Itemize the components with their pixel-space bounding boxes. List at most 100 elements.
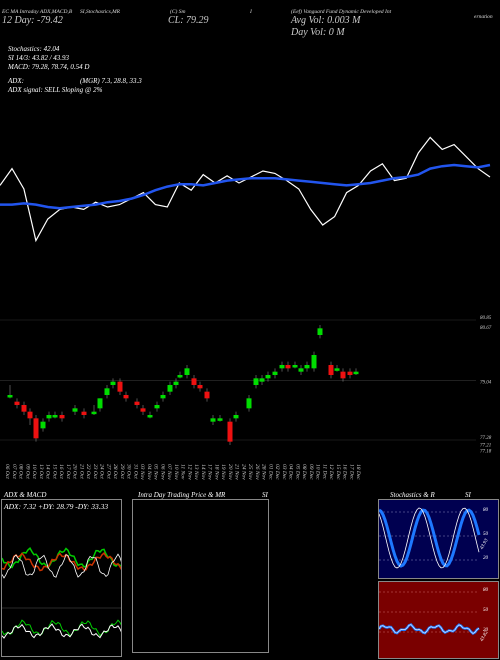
date-label-31: 18 Nov bbox=[213, 464, 219, 480]
candle-body-15 bbox=[117, 381, 123, 392]
price-label-1: 80.67 bbox=[480, 326, 492, 331]
header-indicators: EC MA Intraday ADX,MACD,B bbox=[2, 9, 73, 15]
header-title-tail: ernation bbox=[474, 14, 493, 20]
date-label-18: 30 Oct bbox=[126, 463, 132, 479]
oscillator-series-1 bbox=[0, 163, 491, 210]
date-label-51: 17 Dec bbox=[348, 464, 354, 480]
date-label-4: 10 Oct bbox=[31, 464, 37, 479]
date-label-32: 19 Nov bbox=[220, 464, 226, 480]
candle-body-22 bbox=[167, 385, 173, 392]
candle-body-4 bbox=[33, 418, 39, 439]
candle-body-38 bbox=[279, 365, 285, 369]
date-label-19: 31 Oct bbox=[132, 463, 138, 479]
stoch-tick-20: 20 bbox=[483, 556, 488, 561]
candle-body-44 bbox=[317, 328, 323, 335]
stochastics-panel: 80 50 20 43.93 bbox=[378, 499, 499, 579]
date-label-48: 12 Dec bbox=[328, 464, 334, 480]
price-label-2: 79.04 bbox=[480, 380, 492, 385]
header-symbol: I bbox=[250, 9, 252, 15]
date-label-9: 17 Oct bbox=[65, 464, 71, 479]
candle-body-7 bbox=[52, 415, 58, 418]
candle-body-30 bbox=[217, 418, 223, 421]
stoch-title: Stochastics & R bbox=[390, 491, 435, 499]
candle-body-6 bbox=[46, 415, 52, 419]
date-label-52: 18 Dec bbox=[355, 464, 361, 480]
candle-body-10 bbox=[81, 411, 87, 415]
date-label-15: 27 Oct bbox=[105, 464, 111, 479]
date-label-27: 12 Nov bbox=[186, 464, 192, 480]
adx-macd-panel: ADX: 7.32 +DY: 28.79 -DY: 33.33 bbox=[1, 499, 122, 657]
candle-body-27 bbox=[197, 385, 203, 389]
date-label-38: 28 Nov bbox=[261, 464, 267, 480]
candle-body-2 bbox=[21, 405, 27, 412]
date-label-29: 14 Nov bbox=[200, 464, 207, 480]
candle-body-11 bbox=[91, 411, 97, 415]
stochastics-readout: Stochastics: 42.04 bbox=[8, 45, 60, 53]
candle-body-45 bbox=[328, 365, 334, 375]
candle-body-35 bbox=[259, 378, 265, 382]
rsi-tick-50: 50 bbox=[483, 608, 488, 613]
oscillator-chart bbox=[0, 136, 491, 243]
candle-body-40 bbox=[292, 365, 298, 368]
date-label-2: 08 Oct bbox=[18, 464, 24, 479]
candle-body-47 bbox=[340, 371, 346, 379]
candle-body-31 bbox=[227, 421, 233, 442]
date-label-45: 09 Dec bbox=[308, 464, 314, 480]
header-stochastics: SI,Stochastics,MR bbox=[80, 9, 121, 15]
date-label-40: 02 Dec bbox=[274, 464, 280, 480]
date-label-41: 03 Dec bbox=[281, 464, 287, 480]
stoch-d-line bbox=[379, 507, 480, 569]
header-price-label: (C) Sm bbox=[170, 9, 186, 15]
candle-body-19 bbox=[147, 415, 153, 418]
date-label-16: 28 Oct bbox=[112, 464, 118, 479]
date-label-46: 10 Dec bbox=[315, 464, 321, 480]
date-label-25: 10 Nov bbox=[173, 464, 179, 480]
candle-body-8 bbox=[59, 415, 65, 419]
candle-body-48 bbox=[347, 371, 353, 375]
candle-body-33 bbox=[246, 398, 252, 409]
candle-body-21 bbox=[160, 395, 166, 399]
candle-body-25 bbox=[184, 368, 190, 375]
date-label-49: 15 Dec bbox=[335, 464, 341, 480]
candle-body-26 bbox=[191, 378, 197, 385]
date-label-10: 20 Oct bbox=[72, 464, 78, 479]
rsi-tick-80: 80 bbox=[483, 588, 488, 593]
candle-body-23 bbox=[173, 381, 179, 385]
si-readout: SI 14/3: 43.82 / 43.93 bbox=[8, 54, 70, 62]
candle-body-0 bbox=[7, 395, 13, 398]
rsi-panel: 80 50 20 43.82 bbox=[378, 581, 499, 659]
oscillator-series-0 bbox=[0, 136, 491, 243]
close-price: CL: 79.29 bbox=[168, 15, 209, 26]
date-label-3: 09 Oct bbox=[24, 464, 30, 479]
date-label-44: 08 Dec bbox=[301, 464, 307, 480]
header-title: (Eef) Vanguard Fund Dynamic Developed In… bbox=[291, 9, 392, 15]
adx-line bbox=[2, 553, 121, 579]
date-label-17: 29 Oct bbox=[119, 464, 125, 479]
day-change: 12 Day: -79.42 bbox=[2, 15, 63, 26]
candle-body-32 bbox=[233, 415, 239, 419]
date-label-12: 22 Oct bbox=[85, 464, 91, 479]
date-label-39: 01 Dec bbox=[267, 464, 273, 480]
date-label-1: 07 Oct bbox=[11, 464, 17, 479]
macd-readout: MACD: 79.28, 78.74, 0.54 D bbox=[8, 63, 90, 71]
candle-body-16 bbox=[123, 395, 129, 399]
candle-body-24 bbox=[177, 375, 183, 378]
candle-body-46 bbox=[334, 368, 340, 371]
date-label-11: 21 Oct bbox=[78, 464, 84, 479]
rsi-lines bbox=[379, 591, 480, 636]
date-axis: 06 Oct 07 Oct 08 Oct 09 Oct 10 Oct 13 Oct 14 O… bbox=[4, 463, 361, 480]
date-label-21: 04 Nov bbox=[146, 464, 153, 480]
candle-body-12 bbox=[97, 398, 103, 409]
date-label-6: 14 Oct bbox=[45, 464, 52, 479]
intraday-si: SI bbox=[262, 491, 268, 499]
stoch-tick-50: 50 bbox=[483, 532, 488, 537]
date-label-36: 25 Nov bbox=[247, 464, 253, 480]
stoch-k-line bbox=[379, 508, 481, 568]
price-label-3: 77.28 bbox=[480, 436, 492, 441]
candle-body-20 bbox=[154, 405, 160, 409]
candle-body-14 bbox=[110, 381, 116, 385]
candle-body-5 bbox=[40, 421, 46, 429]
candle-body-29 bbox=[210, 418, 216, 422]
adx-values: ADX: 7.32 +DY: 28.79 -DY: 33.33 bbox=[4, 502, 109, 511]
